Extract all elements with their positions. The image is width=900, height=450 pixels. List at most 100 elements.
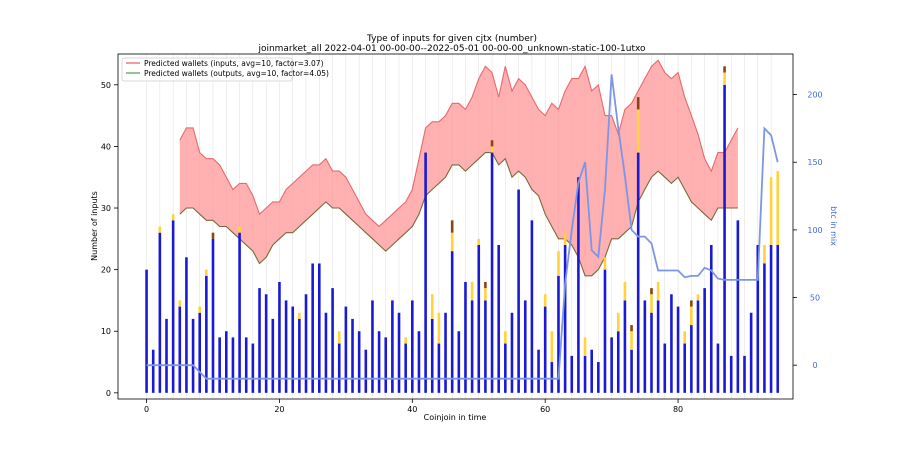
- bar-remix: [450, 220, 454, 233]
- bar-fresh: [543, 294, 547, 307]
- bar: [304, 294, 308, 393]
- bar: [271, 318, 275, 393]
- bar-fresh: [603, 257, 607, 270]
- bar-fresh: [656, 281, 660, 301]
- predicted-band: [179, 59, 739, 277]
- bar: [384, 337, 388, 393]
- x-tick-label: 0: [144, 405, 149, 414]
- bar-fresh: [763, 244, 766, 264]
- bar: [716, 343, 720, 393]
- bar-fresh: [563, 232, 567, 245]
- bar-remix: [690, 300, 693, 307]
- bar: [484, 300, 487, 393]
- bar: [331, 288, 334, 393]
- bar-fresh: [450, 232, 454, 252]
- bar: [318, 263, 321, 393]
- bar: [337, 343, 341, 393]
- bar-fresh: [650, 294, 653, 313]
- bar: [523, 300, 527, 393]
- chart-subtitle: joinmarket_all 2022-04-01 00-00-00--2022…: [257, 44, 646, 54]
- bar: [145, 269, 148, 393]
- bar: [683, 343, 687, 393]
- bar: [656, 300, 660, 393]
- y-tick-label: 20: [101, 266, 111, 275]
- bar-remix: [211, 232, 215, 239]
- bar: [298, 318, 301, 393]
- bar: [205, 275, 208, 393]
- bar: [630, 349, 633, 393]
- bar: [224, 331, 228, 393]
- bar: [477, 244, 481, 393]
- bar: [244, 337, 248, 393]
- y2-axis: 0 50 100 150 200: [793, 91, 823, 370]
- bar-fresh: [198, 306, 202, 313]
- bar-remix: [490, 140, 494, 147]
- bar-fresh: [158, 226, 162, 233]
- bar: [650, 312, 653, 393]
- bar: [763, 263, 766, 393]
- bar: [636, 152, 640, 393]
- legend: Predicted wallets (inputs, avg=10, facto…: [121, 57, 329, 82]
- bar: [264, 294, 268, 393]
- bar-remix: [484, 281, 487, 289]
- bar: [185, 257, 188, 393]
- y-tick-label: 30: [101, 204, 111, 213]
- bar: [391, 300, 394, 393]
- legend-label-outputs: Predicted wallets (outputs, avg=10, fact…: [144, 69, 329, 78]
- bar-fresh: [484, 288, 487, 301]
- bar: [450, 251, 454, 393]
- bar: [357, 331, 361, 393]
- x-tick-label: 40: [407, 405, 417, 414]
- bar: [424, 152, 427, 393]
- bar: [703, 288, 706, 393]
- y-tick-label: 50: [101, 81, 111, 90]
- bar: [616, 331, 620, 393]
- bar-fresh: [623, 281, 627, 301]
- bar: [603, 269, 607, 393]
- bar: [729, 355, 733, 393]
- bar: [756, 244, 760, 393]
- bar: [404, 343, 407, 393]
- bar-fresh: [238, 226, 241, 233]
- bar-fresh: [616, 312, 620, 332]
- bar: [676, 306, 680, 393]
- bar-fresh: [636, 109, 640, 153]
- bar: [218, 337, 221, 393]
- bar-fresh: [437, 312, 441, 344]
- bar-remix: [630, 325, 633, 332]
- bar: [530, 220, 534, 393]
- bar: [550, 362, 554, 393]
- bar: [557, 275, 560, 393]
- bar: [776, 244, 780, 393]
- bar: [231, 337, 235, 393]
- bar: [158, 232, 162, 393]
- y2-tick-label: 0: [812, 361, 817, 370]
- bar-fresh: [490, 146, 494, 153]
- bar: [497, 244, 500, 393]
- bar: [597, 362, 600, 393]
- x-tick-label: 60: [540, 405, 550, 414]
- x-tick-label: 20: [274, 405, 284, 414]
- bar-fresh: [630, 331, 633, 350]
- bar-fresh: [430, 294, 434, 319]
- bar-fresh: [477, 238, 481, 245]
- y2-tick-label: 200: [807, 91, 822, 100]
- bar-fresh: [557, 251, 560, 276]
- bar: [238, 232, 241, 393]
- bar: [583, 355, 587, 393]
- bar: [411, 300, 414, 393]
- bar: [278, 281, 281, 393]
- bar: [171, 220, 175, 393]
- predicted-band-area: [179, 60, 738, 276]
- bar: [543, 306, 547, 393]
- bar: [165, 318, 168, 393]
- predicted-outputs-line: [179, 152, 738, 277]
- bar: [251, 343, 255, 393]
- bar: [610, 337, 613, 393]
- bar-fresh: [404, 337, 407, 344]
- bar: [723, 84, 726, 393]
- plot-frame: [117, 53, 794, 400]
- bar-fresh: [690, 306, 693, 326]
- bar-fresh: [470, 281, 474, 301]
- bar: [690, 325, 693, 393]
